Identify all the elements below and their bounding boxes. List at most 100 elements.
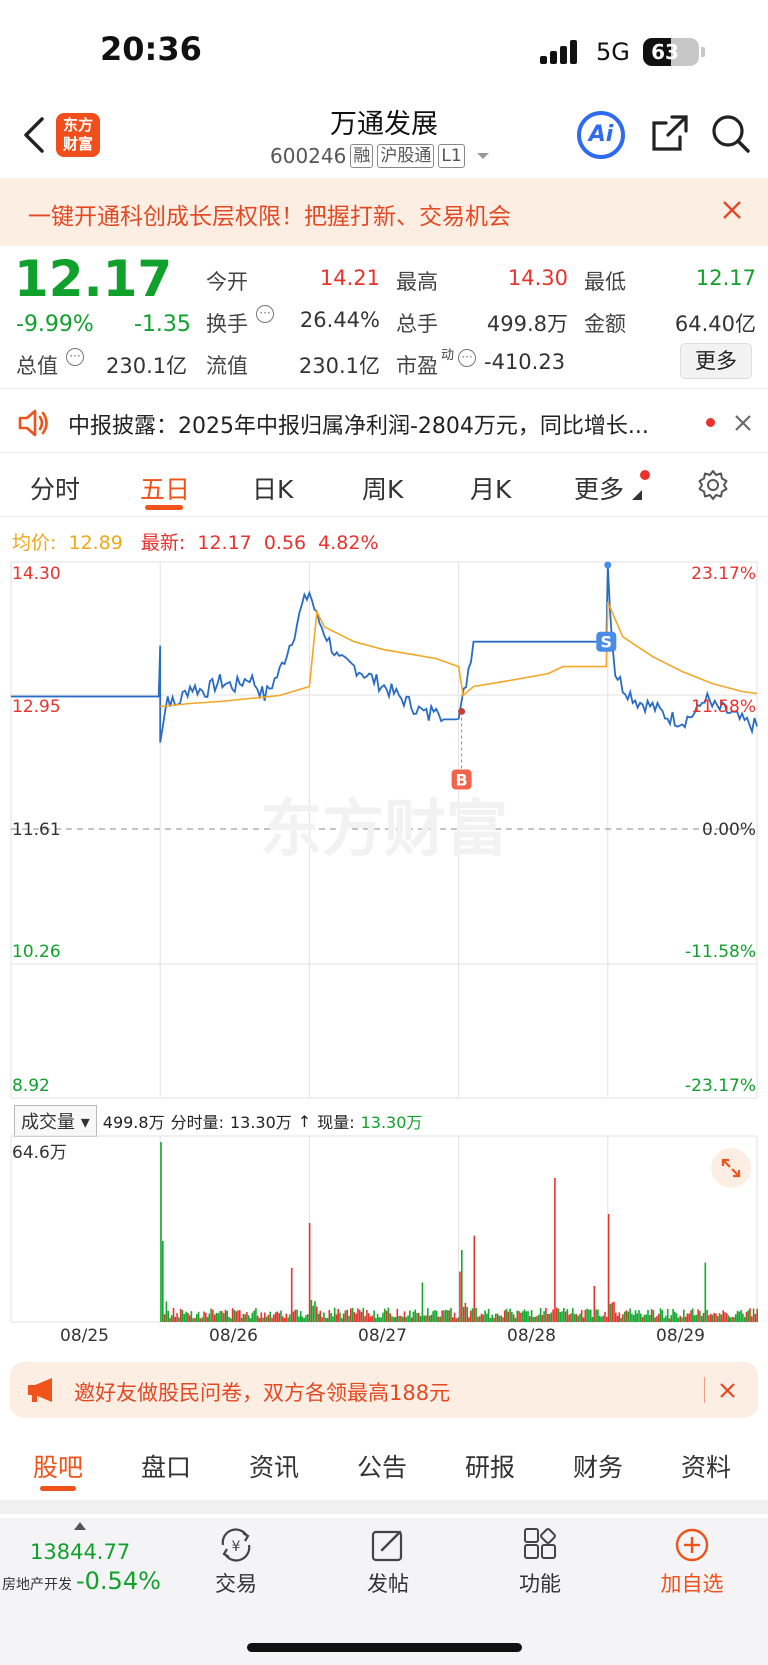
- tab-intraday[interactable]: 分时: [30, 475, 81, 504]
- tab-daily-k[interactable]: 日K: [252, 475, 294, 504]
- nav-post[interactable]: 发帖: [367, 1572, 409, 1596]
- volume-bar: [580, 1310, 583, 1322]
- tab-weekly-k[interactable]: 周K: [362, 475, 404, 504]
- volume-bar: [366, 1310, 368, 1322]
- search-icon[interactable]: [710, 113, 752, 155]
- post-icon[interactable]: [370, 1528, 406, 1562]
- volume-bar: [597, 1309, 599, 1322]
- volume-bar: [246, 1312, 248, 1322]
- volume-bar: [466, 1307, 468, 1322]
- volume-bar: [625, 1310, 628, 1322]
- volume-bar: [704, 1262, 707, 1322]
- tab-monthly-k[interactable]: 月K: [470, 475, 512, 504]
- volume-bar: [615, 1312, 617, 1322]
- total-value: 230.1亿: [106, 354, 188, 378]
- volume-bar: [469, 1310, 472, 1322]
- volume-bar: [659, 1308, 662, 1322]
- back-icon[interactable]: [22, 116, 46, 154]
- promo-banner[interactable]: [0, 178, 768, 246]
- total-value-label: 总值: [16, 354, 58, 378]
- index-name[interactable]: 房地产开发: [2, 1577, 72, 1593]
- volume-bar: [566, 1309, 569, 1322]
- info-icon[interactable]: ···: [66, 348, 84, 366]
- sell-marker[interactable]: [596, 631, 617, 652]
- info-icon[interactable]: ···: [458, 349, 476, 367]
- functions-icon[interactable]: [522, 1528, 558, 1562]
- tab-financials[interactable]: 财务: [573, 1453, 624, 1482]
- volume-bar: [684, 1316, 687, 1322]
- volume-bar: [405, 1317, 408, 1322]
- expand-button[interactable]: [711, 1148, 751, 1188]
- volume-bar: [600, 1316, 603, 1322]
- volume-bar: [702, 1312, 705, 1322]
- volume-bar: [699, 1311, 701, 1322]
- volume-max-label: 64.6万: [12, 1143, 67, 1163]
- tab-profile[interactable]: 资料: [681, 1453, 732, 1482]
- survey-banner[interactable]: [10, 1362, 758, 1418]
- y-left-tick-2: 11.61: [12, 820, 61, 840]
- nav-add-watchlist[interactable]: 加自选: [660, 1572, 724, 1596]
- volume-bar: [690, 1310, 692, 1322]
- promo-text[interactable]: 一键开通科创成长层权限！把握打新、交易机会: [28, 204, 511, 230]
- tab-research[interactable]: 研报: [465, 1453, 516, 1482]
- volume-bar: [401, 1316, 404, 1322]
- volume-bar: [738, 1311, 741, 1322]
- volume-bar: [486, 1313, 488, 1322]
- volume-bar: [514, 1317, 517, 1322]
- close-icon[interactable]: [722, 200, 742, 220]
- ai-button[interactable]: Ai: [577, 111, 625, 159]
- volume-bar: [253, 1310, 255, 1322]
- tab-more[interactable]: 更多: [574, 475, 625, 504]
- y-left-tick-3: 10.26: [12, 942, 61, 962]
- volume-bar: [555, 1307, 558, 1322]
- trade-icon[interactable]: ¥: [217, 1527, 255, 1563]
- tab-forum[interactable]: 股吧: [33, 1453, 84, 1482]
- tab-orderbook[interactable]: 盘口: [141, 1453, 192, 1482]
- stock-code-row[interactable]: 600246 融 沪股通 L1: [270, 144, 491, 168]
- volume-bar: [552, 1309, 554, 1322]
- close-icon[interactable]: [719, 1382, 736, 1399]
- volume-bar: [351, 1307, 354, 1322]
- tab-announcements[interactable]: 公告: [357, 1453, 408, 1482]
- info-icon[interactable]: ···: [256, 305, 274, 323]
- volume-bar: [500, 1315, 502, 1322]
- survey-text[interactable]: 邀好友做股民问卷，双方各领最高188元: [74, 1381, 451, 1405]
- tag-margin: 融: [350, 144, 374, 168]
- price-chart[interactable]: 东方财富 B S: [0, 560, 768, 1100]
- volume-bar: [538, 1314, 540, 1322]
- nav-trade[interactable]: 交易: [215, 1572, 257, 1596]
- notice-text[interactable]: 中报披露：2025年中报归属净利润-2804万元，同比增长...: [68, 414, 649, 439]
- volume-bar: [387, 1307, 390, 1322]
- share-icon[interactable]: [650, 113, 690, 153]
- volume-bar: [507, 1311, 510, 1322]
- volume-bar: [607, 1214, 610, 1322]
- volume-bar: [713, 1312, 715, 1322]
- volume-bar: [296, 1309, 298, 1322]
- volume-bar: [539, 1308, 542, 1322]
- index-change[interactable]: -0.54%: [76, 1567, 161, 1595]
- battery-tip: [701, 47, 705, 57]
- index-value[interactable]: 13844.77: [30, 1540, 131, 1564]
- more-button[interactable]: 更多: [680, 343, 752, 379]
- tab-five-day[interactable]: 五日: [140, 475, 191, 504]
- latest-value: 12.17: [197, 532, 252, 554]
- nav-functions[interactable]: 功能: [519, 1572, 561, 1596]
- volume-bar: [674, 1311, 676, 1322]
- volume-selector[interactable]: 成交量 ▾: [14, 1105, 97, 1137]
- volume-bar: [634, 1310, 637, 1322]
- app-logo[interactable]: 东方财富: [56, 113, 100, 157]
- volume-bar: [709, 1313, 712, 1322]
- volume-bar: [736, 1311, 739, 1322]
- add-watchlist-icon[interactable]: [674, 1527, 710, 1563]
- volume-bar: [546, 1314, 549, 1322]
- volume-bar: [711, 1314, 714, 1322]
- tab-news[interactable]: 资讯: [249, 1453, 300, 1482]
- volume-bar: [230, 1318, 232, 1322]
- close-icon[interactable]: [734, 414, 752, 432]
- expand-icon: [721, 1158, 741, 1178]
- buy-marker[interactable]: [451, 769, 472, 790]
- battery-level: 63: [651, 40, 679, 64]
- volume-bar: [319, 1310, 322, 1322]
- gear-icon[interactable]: [697, 469, 729, 501]
- volume-chart[interactable]: [0, 1134, 768, 1324]
